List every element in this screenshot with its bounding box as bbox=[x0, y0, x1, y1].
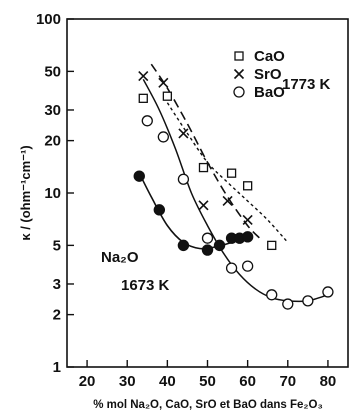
data-point-2-2 bbox=[177, 173, 190, 185]
data-point-1-3 bbox=[198, 200, 209, 211]
x-axis-label: % mol Na₂O, CaO, SrO et BaO dans Fe₂O₃ bbox=[93, 399, 323, 411]
data-point-2-3 bbox=[201, 232, 214, 244]
legend-label-2: BaO bbox=[254, 84, 285, 101]
data-point-1-1 bbox=[158, 77, 169, 88]
x-tick-label-3: 50 bbox=[199, 373, 216, 390]
data-point-2-7 bbox=[282, 298, 294, 310]
series-markers bbox=[133, 70, 334, 310]
axis-ticks: 20 30 40 50 60 70 80 1 2 3 5 10 20 30 50 100 bbox=[36, 11, 336, 390]
y-tick-label-4: 10 bbox=[44, 185, 61, 202]
series-curve-1 bbox=[150, 63, 261, 239]
x-tick-label-4: 60 bbox=[239, 373, 256, 390]
y-tick-label-7: 50 bbox=[44, 63, 61, 80]
legend-marker-2 bbox=[233, 86, 245, 98]
x-tick-label-1: 30 bbox=[119, 373, 136, 390]
data-point-3-2 bbox=[177, 239, 190, 252]
data-point-2-8 bbox=[302, 295, 314, 307]
x-tick-label-2: 40 bbox=[159, 373, 176, 390]
data-point-2-0 bbox=[141, 115, 153, 127]
plot-frame bbox=[66, 18, 349, 368]
y-tick-label-8: 100 bbox=[36, 11, 61, 28]
data-point-3-1 bbox=[153, 204, 166, 216]
data-point-2-6 bbox=[266, 289, 278, 301]
y-axis-label: κ / (ohm⁻¹cm⁻¹) bbox=[18, 145, 33, 240]
x-tick-label-0: 20 bbox=[79, 373, 96, 390]
y-tick-label-5: 20 bbox=[44, 133, 61, 150]
annotation-temperature-1773: 1773 K bbox=[282, 76, 331, 93]
y-tick-label-3: 5 bbox=[53, 237, 61, 254]
data-point-0-2 bbox=[198, 162, 209, 173]
y-tick-label-0: 1 bbox=[53, 359, 61, 376]
data-point-0-3 bbox=[226, 168, 237, 178]
data-point-0-0 bbox=[138, 93, 148, 103]
legend-label-1: SrO bbox=[254, 66, 282, 83]
y-tick-label-6: 30 bbox=[44, 102, 61, 119]
legend-marker-0 bbox=[234, 51, 244, 61]
data-point-3-7 bbox=[241, 231, 254, 243]
y-tick-label-1: 2 bbox=[53, 307, 61, 324]
data-point-2-9 bbox=[322, 286, 334, 298]
data-point-3-4 bbox=[213, 239, 226, 252]
data-point-1-5 bbox=[242, 214, 253, 226]
annotation-na2o: Na₂O bbox=[101, 249, 139, 266]
data-point-3-0 bbox=[133, 170, 145, 182]
x-tick-label-5: 70 bbox=[279, 373, 296, 390]
annotation-temperature-1673: 1673 K bbox=[121, 277, 170, 294]
data-point-1-0 bbox=[138, 70, 149, 82]
legend-marker-1 bbox=[233, 68, 245, 80]
data-point-2-1 bbox=[157, 131, 169, 143]
data-point-1-2 bbox=[178, 128, 189, 139]
data-point-2-5 bbox=[241, 260, 254, 272]
data-point-1-4 bbox=[222, 195, 233, 207]
data-point-0-5 bbox=[267, 240, 277, 251]
data-point-0-1 bbox=[162, 91, 173, 101]
data-point-3-3 bbox=[201, 244, 214, 256]
data-point-0-4 bbox=[242, 181, 253, 191]
legend-label-0: CaO bbox=[254, 48, 285, 65]
series-curve-0 bbox=[166, 102, 289, 243]
x-tick-label-6: 80 bbox=[320, 373, 337, 390]
data-point-2-4 bbox=[225, 262, 238, 274]
y-tick-label-2: 3 bbox=[53, 276, 61, 293]
